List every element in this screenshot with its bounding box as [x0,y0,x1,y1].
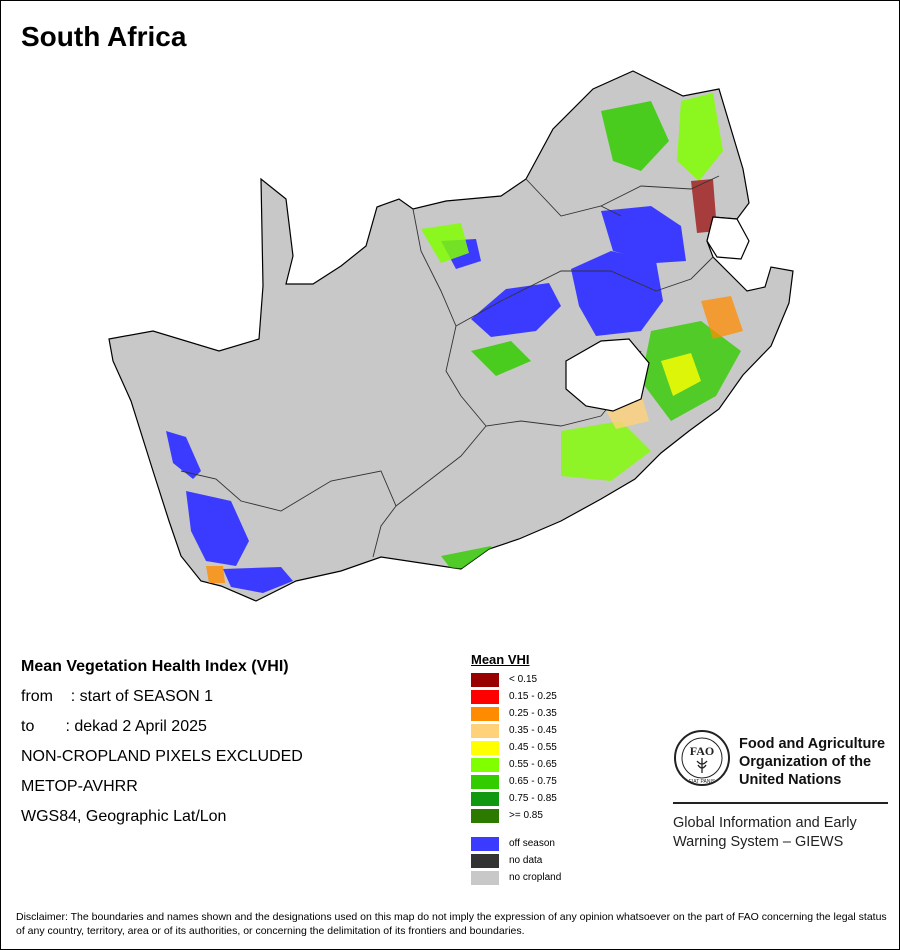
legend-swatch [471,871,499,885]
giews-line1: Global Information and Early [673,815,857,831]
fao-divider [673,802,888,804]
boundary-free-state-north [455,270,657,327]
legend-swatch [471,707,499,721]
legend-label: 0.35 - 0.45 [509,725,557,736]
boundary-free-state-south [460,395,487,427]
off-season-area-central [571,251,663,336]
province-boundaries [180,175,720,558]
fao-name-line2: Organization of the [739,754,872,770]
very-low-vegetation-mpumalanga [691,179,717,233]
fao-logo-motto: FIAT PANIS [689,779,716,785]
off-season-area-western-cape [186,491,249,566]
off-season-area-highveld [601,206,686,263]
boundary-northern-cape-north-west [412,208,462,397]
legend-label: 0.15 - 0.25 [509,691,557,702]
good-vegetation-northwest [421,223,469,263]
vhi-map [108,70,794,602]
legend-swatch [471,690,499,704]
boundary-north-west-gauteng [525,178,622,217]
eswatini-enclave [706,216,750,260]
moderate-vegetation-kzn-inland [661,353,701,396]
boundary-northern-cape-eastern-cape [395,415,602,507]
info-projection: WGS84, Geographic Lat/Lon [21,808,227,825]
legend-label: off season [509,838,555,849]
legend-title: Mean VHI [471,652,530,667]
map-title: South Africa [21,21,187,52]
boundary-mpumalanga-kzn [655,256,714,292]
legend-label: < 0.15 [509,674,538,685]
fao-name-line1: Food and Agriculture [739,736,886,752]
legend-swatch [471,837,499,851]
legend-label: 0.65 - 0.75 [509,776,557,787]
fao-logo-icon: FAO FIAT PANIS [674,730,730,786]
legend-label: 0.25 - 0.35 [509,708,557,719]
legend-swatch [471,673,499,687]
legend-swatch [471,724,499,738]
fao-name-line3: United Nations [739,772,842,788]
legend-label: 0.75 - 0.85 [509,793,557,804]
fao-logo-text: FAO [690,744,714,758]
low-vegetation-kzn-coast [701,296,743,339]
good-vegetation-limpopo [601,101,669,171]
off-season-area-southwest-coast [223,567,293,593]
legend-swatch [471,775,499,789]
boundary-limpopo-mpumalanga [600,175,720,207]
off-season-area-west-coast [166,431,201,479]
boundary-northern-cape-western-cape [180,470,397,558]
mixed-vegetation-freestate-north [471,341,531,376]
legend-label: >= 0.85 [509,810,543,821]
off-season-area-free-state [471,283,561,337]
legend-swatch [471,758,499,772]
good-vegetation-lowveld [677,93,723,181]
lesotho-enclave [565,338,650,412]
moderate-vegetation-eastern-cape [561,421,651,481]
info-title: Mean Vegetation Health Index (VHI) [21,658,289,675]
legend-swatch [471,741,499,755]
info-exclusion: NON-CROPLAND PIXELS EXCLUDED [21,748,303,765]
low-vegetation-west-coast [206,566,225,583]
vhi-pixel-layer [166,93,743,593]
info-from: from : start of SEASON 1 [21,688,214,705]
legend-swatch [471,792,499,806]
legend-label: no data [509,855,543,866]
info-sensor: METOP-AVHRR [21,778,138,795]
legend-label: no cropland [509,872,562,883]
giews-line2: Warning System – GIEWS [673,834,844,850]
legend-swatch [471,809,499,823]
legend-swatch [471,854,499,868]
info-to: to : dekad 2 April 2025 [21,718,207,735]
disclaimer: Disclaimer: The boundaries and names sho… [16,911,887,937]
legend-label: 0.45 - 0.55 [509,742,557,753]
legend-label: 0.55 - 0.65 [509,759,557,770]
